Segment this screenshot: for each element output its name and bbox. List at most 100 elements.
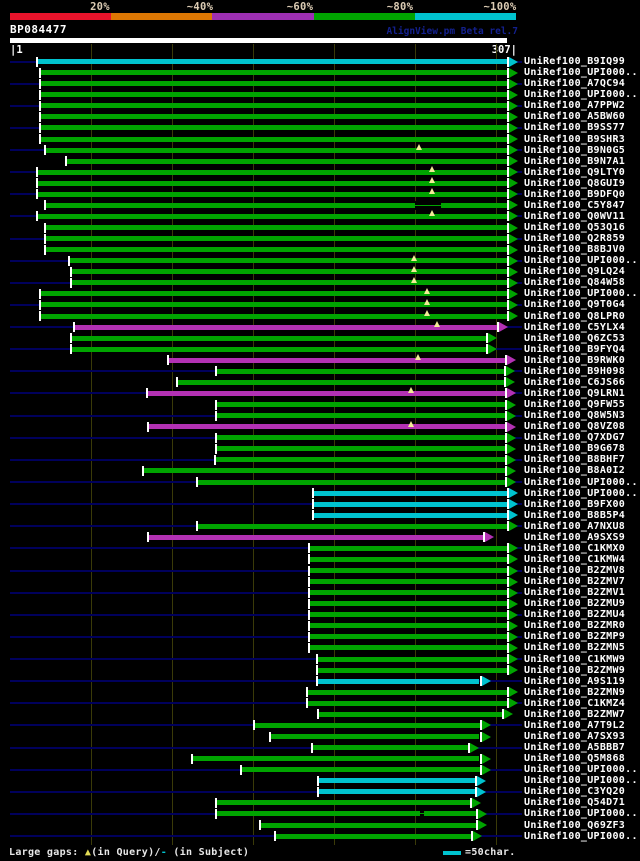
hit-label[interactable]: UniRef100_B2ZMV1 — [524, 587, 626, 599]
hit-label[interactable]: UniRef100_B2ZMU9 — [524, 598, 626, 610]
hit-label[interactable]: UniRef100_B9SS77 — [524, 122, 626, 134]
hit-label[interactable]: UniRef100_B2ZMP9 — [524, 631, 626, 643]
hit-bar[interactable] — [254, 722, 480, 728]
hit-arrowhead-icon[interactable] — [507, 410, 517, 421]
hit-arrowhead-icon[interactable] — [509, 698, 518, 709]
hit-arrowhead-icon[interactable] — [481, 676, 491, 687]
hit-bar[interactable] — [45, 247, 507, 253]
hit-arrowhead-icon[interactable] — [509, 565, 518, 576]
hit-bar[interactable] — [217, 402, 506, 407]
hit-arrowhead-icon[interactable] — [509, 189, 518, 200]
hit-arrowhead-icon[interactable] — [478, 820, 488, 830]
hit-arrowhead-icon[interactable] — [509, 665, 518, 676]
hit-label[interactable]: UniRef100_B2ZMW9 — [524, 664, 626, 676]
hit-arrowhead-icon[interactable] — [507, 454, 517, 465]
hit-arrowhead-icon[interactable] — [509, 200, 518, 211]
hit-arrowhead-icon[interactable] — [509, 654, 518, 664]
hit-label[interactable]: UniRef100_Q5M868 — [524, 753, 626, 765]
hit-bar[interactable] — [69, 258, 507, 264]
hit-label[interactable]: UniRef100_B8B5P4 — [524, 509, 626, 521]
hit-bar[interactable] — [309, 612, 507, 618]
hit-arrowhead-icon[interactable] — [509, 631, 518, 642]
hit-arrowhead-icon[interactable] — [507, 355, 517, 366]
hit-arrowhead-icon[interactable] — [509, 576, 518, 587]
hit-label[interactable]: UniRef100_Q0WV11 — [524, 210, 626, 222]
hit-arrowhead-icon[interactable] — [509, 78, 518, 89]
hit-label[interactable]: UniRef100_Q8LPR0 — [524, 310, 626, 322]
hit-arrowhead-icon[interactable] — [509, 56, 518, 67]
hit-label[interactable]: UniRef100_Q9T0G4 — [524, 299, 626, 311]
hit-bar[interactable] — [71, 269, 507, 275]
hit-bar[interactable] — [45, 225, 507, 230]
hit-bar[interactable] — [37, 59, 507, 64]
hit-label[interactable]: UniRef100_Q54D71 — [524, 797, 626, 809]
hit-bar[interactable] — [40, 70, 507, 76]
hit-arrowhead-icon[interactable] — [507, 421, 517, 432]
hit-bar[interactable] — [217, 800, 470, 806]
hit-bar[interactable] — [215, 457, 506, 463]
hit-arrowhead-icon[interactable] — [481, 720, 491, 731]
hit-label[interactable]: UniRef100_C5YLX4 — [524, 321, 626, 333]
hit-label[interactable]: UniRef100_UPI000.. — [524, 67, 638, 79]
hit-label[interactable]: UniRef100_C1KMW4 — [524, 553, 626, 565]
hit-label[interactable]: UniRef100_UPI000.. — [524, 775, 638, 787]
hit-label[interactable]: UniRef100_A7T9L2 — [524, 719, 626, 731]
hit-label[interactable]: UniRef100_B2ZMV8 — [524, 565, 626, 576]
hit-bar[interactable] — [40, 291, 507, 297]
hit-arrowhead-icon[interactable] — [509, 255, 518, 266]
hit-bar[interactable] — [314, 512, 507, 518]
hit-label[interactable]: UniRef100_B8BHF7 — [524, 454, 626, 466]
hit-bar[interactable] — [40, 313, 507, 319]
hit-arrowhead-icon[interactable] — [507, 465, 517, 476]
hit-label[interactable]: UniRef100_UPI000.. — [524, 830, 638, 842]
hit-arrowhead-icon[interactable] — [509, 67, 518, 78]
hit-label[interactable]: UniRef100_C1KMW9 — [524, 653, 626, 665]
hit-bar[interactable] — [74, 324, 498, 330]
hit-bar[interactable] — [147, 390, 506, 396]
hit-bar[interactable] — [319, 789, 475, 795]
hit-arrowhead-icon[interactable] — [507, 443, 517, 454]
hit-bar[interactable] — [192, 756, 480, 762]
hit-label[interactable]: UniRef100_Q84W58 — [524, 277, 626, 289]
hit-bar[interactable] — [149, 534, 483, 540]
hit-arrowhead-icon[interactable] — [509, 222, 518, 233]
hit-bar[interactable] — [149, 424, 506, 430]
hit-arrowhead-icon[interactable] — [509, 598, 518, 609]
hit-arrowhead-icon[interactable] — [499, 322, 509, 333]
hit-bar[interactable] — [309, 556, 507, 562]
hit-label[interactable]: UniRef100_B9SHR3 — [524, 133, 626, 145]
hit-label[interactable]: UniRef100_UPI000.. — [524, 89, 638, 101]
hit-bar[interactable] — [37, 213, 507, 219]
hit-bar[interactable] — [71, 280, 507, 286]
hit-bar[interactable] — [71, 335, 486, 341]
hit-arrowhead-icon[interactable] — [509, 609, 518, 620]
hit-arrowhead-icon[interactable] — [509, 587, 518, 598]
hit-arrowhead-icon[interactable] — [505, 366, 515, 377]
hit-label[interactable]: UniRef100_B9FYQ4 — [524, 343, 626, 355]
hit-bar[interactable] — [45, 236, 507, 241]
hit-bar[interactable] — [319, 778, 475, 784]
hit-bar[interactable] — [40, 92, 507, 98]
hit-label[interactable]: UniRef100_Q9FW55 — [524, 399, 626, 410]
hit-bar[interactable] — [40, 103, 507, 109]
hit-label[interactable]: UniRef100_B9IQ99 — [524, 56, 626, 67]
hit-label[interactable]: UniRef100_Q2R859 — [524, 233, 626, 244]
hit-arrowhead-icon[interactable] — [478, 808, 488, 819]
hit-bar[interactable] — [260, 822, 477, 828]
hit-label[interactable]: UniRef100_Q8GUI9 — [524, 177, 626, 189]
hit-bar[interactable] — [309, 590, 507, 596]
hit-arrowhead-icon[interactable] — [509, 111, 518, 122]
hit-bar[interactable] — [197, 523, 507, 529]
hit-label[interactable]: UniRef100_Q9LQ24 — [524, 266, 626, 278]
hit-bar[interactable] — [37, 169, 507, 175]
hit-arrowhead-icon[interactable] — [481, 731, 491, 742]
hit-label[interactable]: UniRef100_Q8W5N3 — [524, 410, 626, 422]
hit-bar[interactable] — [217, 368, 504, 374]
hit-label[interactable]: UniRef100_UPI000.. — [524, 808, 638, 820]
hit-label[interactable]: UniRef100_A7QC94 — [524, 78, 626, 90]
hit-bar[interactable] — [309, 601, 507, 607]
hit-arrowhead-icon[interactable] — [481, 764, 491, 775]
hit-label[interactable]: UniRef100_B9N7A1 — [524, 155, 626, 167]
hit-label[interactable]: UniRef100_B2ZMU4 — [524, 609, 626, 621]
hit-bar[interactable] — [40, 81, 507, 87]
